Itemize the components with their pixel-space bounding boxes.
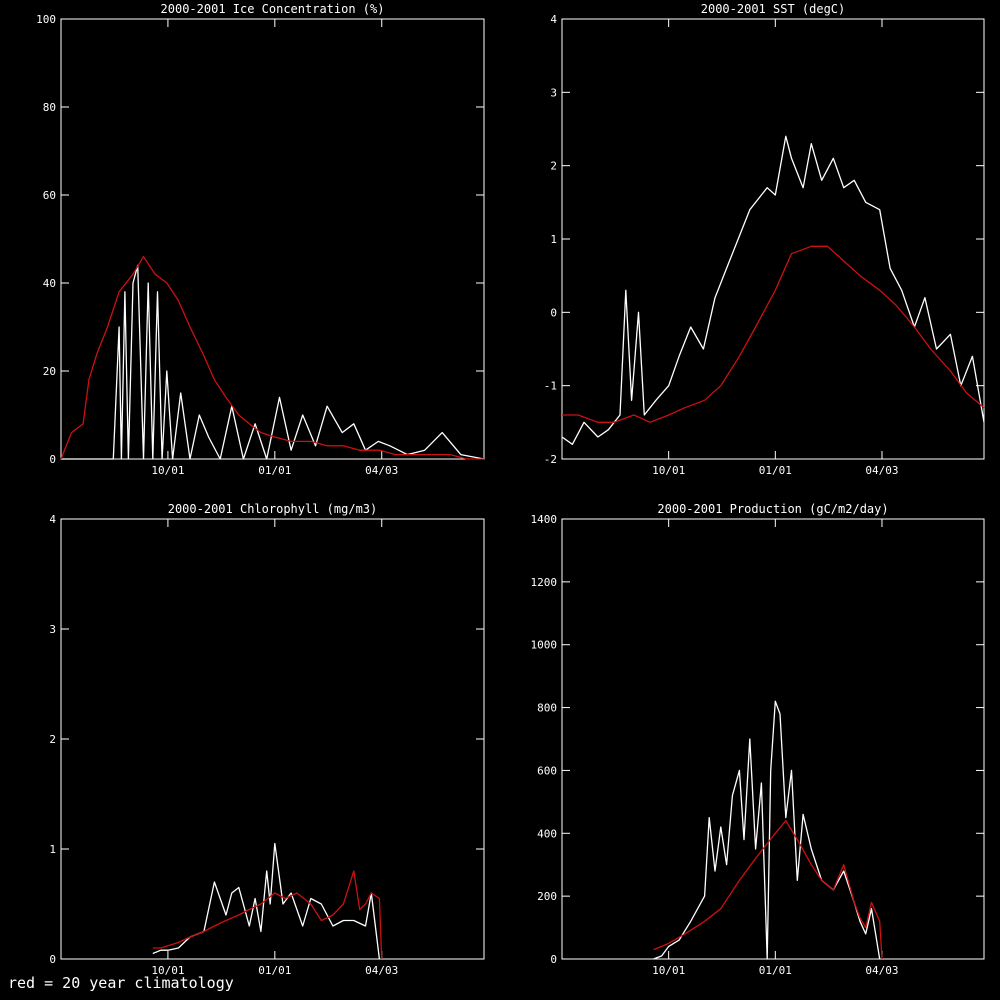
chart-panel-1: 2000-2001 Ice Concentration (%) 0 20 40 60 80… [36, 2, 485, 477]
x-tick-label: 01/01 [759, 464, 792, 477]
x-tick-label: 10/01 [652, 964, 685, 977]
y-tick-label: 100 [36, 13, 56, 26]
y-tick-label: 1 [550, 233, 557, 246]
chart-panel-2: 2000-2001 SST (degC) -2 -1 0 1 2 3 4 10/01 01/01 0… [544, 2, 985, 477]
y-tick-label: 1400 [531, 513, 558, 526]
observed-series-line [152, 842, 381, 960]
y-tick-label: 1000 [531, 639, 558, 652]
y-tick-label: 40 [43, 277, 56, 290]
chart-title: 2000-2001 Production (gC/m2/day) [657, 502, 888, 516]
plot-frame [60, 518, 485, 960]
y-tick-label: 800 [537, 702, 557, 715]
y-tick-label: 4 [550, 13, 557, 26]
y-tick-label: -1 [544, 380, 557, 393]
y-tick-label: 3 [49, 623, 56, 636]
y-tick-label: 2 [550, 160, 557, 173]
x-tick-label: 01/01 [759, 964, 792, 977]
x-tick-label: 04/03 [865, 464, 898, 477]
chart-panel-3: 2000-2001 Chlorophyll (mg/m3) 0 1 2 3 4 10/01 0… [49, 502, 485, 977]
chart-title: 2000-2001 Ice Concentration (%) [161, 2, 385, 16]
y-tick-label: 60 [43, 189, 56, 202]
plot-frame [561, 18, 985, 460]
x-tick-label: 10/01 [151, 964, 184, 977]
observed-series-line [561, 135, 985, 445]
y-tick-label: 0 [49, 453, 56, 466]
plot-frame [60, 18, 485, 460]
y-tick-label: 1200 [531, 576, 558, 589]
x-tick-label: 04/03 [865, 964, 898, 977]
x-tick-label: 04/03 [365, 464, 398, 477]
chart-panel-4: 2000-2001 Production (gC/m2/day) 0 200 400 6… [531, 502, 985, 977]
chart-title: 2000-2001 SST (degC) [701, 2, 846, 16]
x-tick-label: 01/01 [258, 464, 291, 477]
climatology-series-line [653, 820, 883, 960]
y-tick-label: 0 [49, 953, 56, 966]
y-tick-label: 2 [49, 733, 56, 746]
plot-frame [561, 518, 985, 960]
y-tick-label: 3 [550, 86, 557, 99]
observed-series-line [653, 700, 881, 960]
legend-note: red = 20 year climatology [8, 974, 234, 992]
y-tick-label: 200 [537, 890, 557, 903]
climatology-series-line [60, 255, 484, 460]
observed-series-line [61, 264, 485, 460]
x-tick-label: 01/01 [258, 964, 291, 977]
chart-title: 2000-2001 Chlorophyll (mg/m3) [168, 502, 378, 516]
y-tick-label: 400 [537, 827, 557, 840]
x-tick-label: 04/03 [365, 964, 398, 977]
climatology-series-line [152, 870, 383, 960]
y-tick-label: -2 [544, 453, 557, 466]
y-tick-label: 20 [43, 365, 56, 378]
y-tick-label: 1 [49, 843, 56, 856]
climatology-series-line [562, 245, 985, 423]
x-tick-label: 10/01 [151, 464, 184, 477]
y-tick-label: 4 [49, 513, 56, 526]
y-tick-label: 80 [43, 101, 56, 114]
y-tick-label: 0 [550, 953, 557, 966]
y-tick-label: 600 [537, 764, 557, 777]
x-tick-label: 10/01 [652, 464, 685, 477]
y-tick-label: 0 [550, 306, 557, 319]
